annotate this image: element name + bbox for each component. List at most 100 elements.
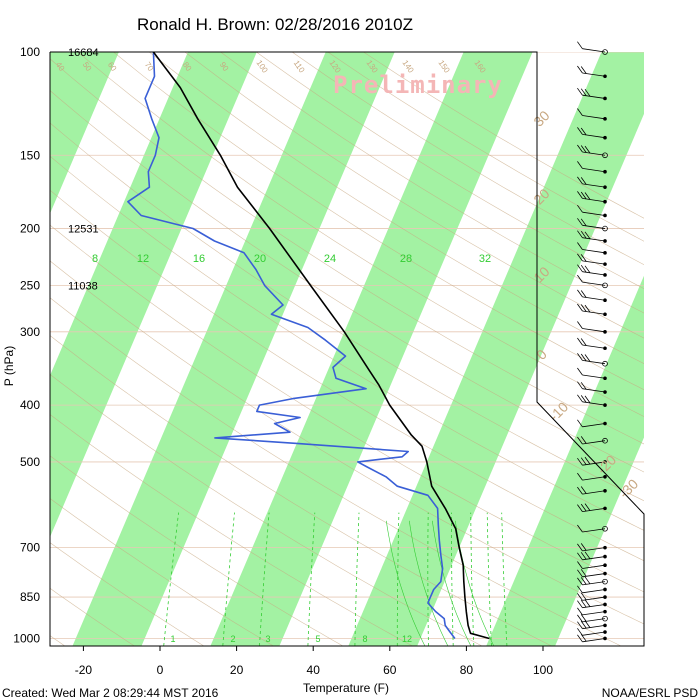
wind-barb-feather (577, 264, 583, 272)
wind-barb-staff (582, 564, 606, 569)
wind-barb-feather (577, 381, 583, 389)
wind-barb-feather (577, 204, 583, 213)
wind-barb-feather (580, 620, 587, 629)
mixing-ratio-line (222, 512, 235, 646)
wind-barb-staff (582, 374, 606, 379)
wind-barb-feather (580, 577, 587, 585)
mixing-ratio-line (470, 512, 475, 646)
wind-barb-feather (584, 354, 591, 362)
wind-barb-staff (582, 271, 606, 276)
dry-adiabat-label: 100 (255, 59, 270, 76)
y-tick-label: 250 (20, 278, 40, 292)
y-tick-label: 150 (20, 148, 40, 162)
wind-barb-feather (577, 321, 583, 329)
mixing-ratio-label: 8 (92, 253, 98, 265)
y-tick-label: 300 (20, 325, 40, 339)
wind-barb-feather (580, 254, 587, 262)
dry-adiabat (50, 122, 644, 502)
profile-curves (127, 52, 490, 640)
wind-barb-staff (582, 625, 606, 630)
wind-barb-feather (584, 599, 591, 607)
wind-barb-staff (582, 260, 606, 265)
wind-barb-feather (580, 353, 587, 362)
wind-barb-feather (577, 634, 583, 643)
wind-barb-feather (580, 218, 587, 227)
watermark: Preliminary (333, 71, 503, 99)
dry-adiabat (50, 335, 552, 646)
y-tick-label: 700 (20, 541, 40, 555)
isotherm-label: 30 (530, 107, 552, 129)
wind-barb-feather (577, 585, 583, 594)
dry-adiabat (50, 455, 344, 646)
height-label: 12531 (68, 224, 99, 236)
wind-barb-feather (584, 551, 591, 560)
plot-frame (49, 51, 645, 647)
wind-barb-staff (582, 423, 606, 428)
dry-adiabat (220, 52, 644, 314)
moist-adiabat (432, 520, 472, 646)
mixing-ratio-line (163, 512, 179, 646)
dry-adiabat (50, 189, 644, 562)
wind-barb-feather (577, 65, 583, 74)
wind-barb-staff (582, 168, 606, 173)
dry-adiabat (50, 155, 644, 531)
isotherm-label: -10 (546, 399, 572, 425)
wind-barb-feather (577, 176, 583, 185)
wind-barb-feather (584, 456, 591, 465)
wind-barb-staff (582, 224, 606, 229)
wind-barb-staff (582, 249, 606, 254)
y-axis-title: P (hPa) (2, 346, 16, 386)
isotherm-band (50, 52, 257, 538)
wind-barb-feather (577, 607, 583, 616)
dry-adiabat (184, 52, 644, 339)
x-tick-label: 80 (460, 663, 474, 677)
wind-barb-staff (582, 328, 606, 333)
wind-barb-feather (580, 191, 587, 200)
pressure-gridlines (50, 52, 644, 639)
wind-barb-staff (582, 440, 606, 445)
wind-barb-staff (582, 611, 606, 616)
wind-barb-feather (577, 191, 583, 199)
wind-barb-feather (580, 592, 587, 601)
wind-barb-feather (580, 543, 587, 551)
mixing-ratio-label: 32 (479, 253, 491, 265)
moist-adiabat (386, 520, 426, 646)
dry-adiabat-label: 110 (292, 59, 307, 75)
wind-barb-staff (582, 476, 606, 481)
x-tick-label: 0 (157, 663, 164, 677)
wind-barb-feather (577, 472, 583, 481)
data-source: NOAA/ESRL PSD (602, 686, 699, 700)
wind-barb-feather (580, 230, 587, 239)
wind-barb-feather (577, 543, 583, 552)
wind-barb-feather (584, 304, 591, 313)
wind-barb-feather (577, 600, 583, 608)
wind-barb-feather (584, 576, 591, 585)
wind-barb-feather (580, 177, 587, 185)
wind-barb-feather (577, 230, 583, 238)
y-tick-label: 1000 (13, 631, 40, 645)
wind-barb-feather (577, 419, 583, 428)
wind-barb-feather (577, 353, 583, 361)
wind-barb-feather (584, 620, 591, 628)
wind-barb-feather (580, 552, 587, 560)
y-tick-label: 200 (20, 222, 40, 236)
isotherm-bands (50, 52, 644, 646)
wind-barb-staff (582, 638, 606, 643)
isotherm-band (72, 52, 395, 646)
dewpoint-curve (127, 52, 456, 639)
wind-barb-staff (582, 490, 606, 495)
wind-barb-feather (580, 66, 587, 74)
isotherm-band (348, 52, 644, 646)
wind-barb-staff (582, 344, 606, 349)
wind-barb-feather (577, 218, 583, 226)
wind-barb-feather (580, 338, 587, 346)
x-tick-label: 100 (533, 663, 553, 677)
y-tick-label: 850 (20, 590, 40, 604)
wind-barb-feather (577, 108, 583, 116)
wind-barb-staff (582, 183, 606, 188)
dry-adiabat (50, 542, 205, 646)
wind-barb-feather (580, 633, 587, 642)
dry-adiabat (50, 224, 644, 593)
height-label: 16684 (68, 47, 99, 59)
y-tick-label: 400 (20, 398, 40, 412)
